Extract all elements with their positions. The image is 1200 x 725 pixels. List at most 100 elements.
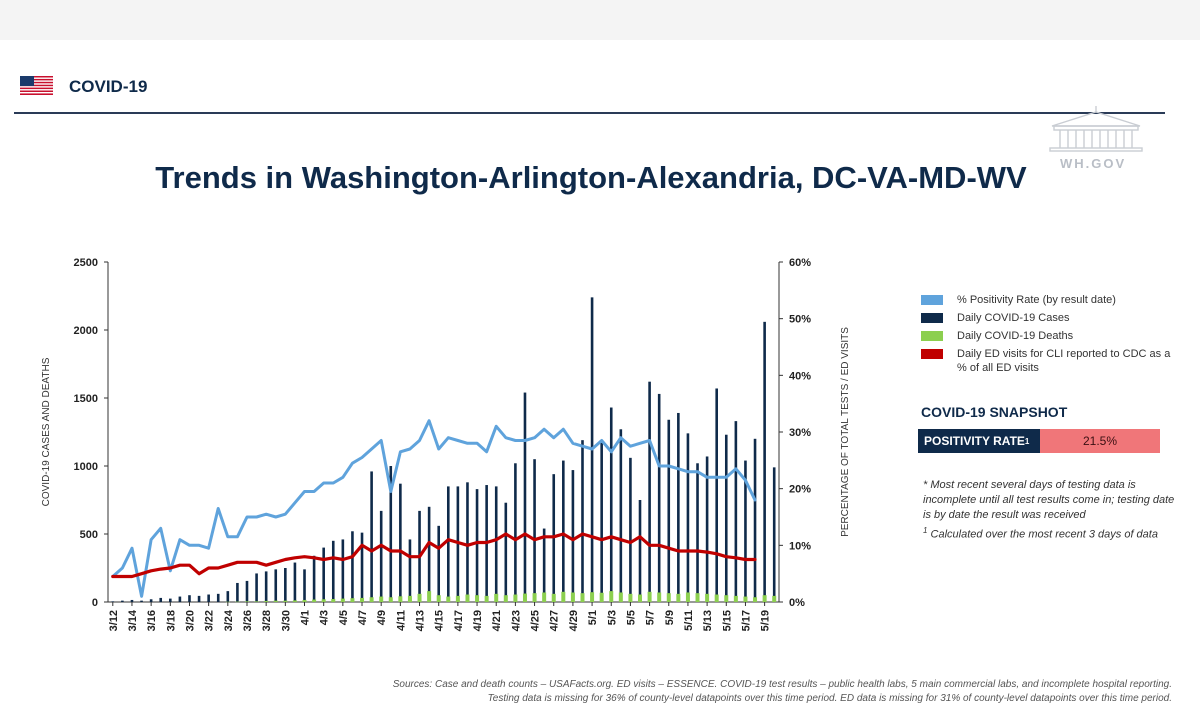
case-bar bbox=[542, 528, 546, 602]
legend-item-ed-visits: Daily ED visits for CLI reported to CDC … bbox=[921, 347, 1181, 375]
case-bar bbox=[360, 532, 364, 602]
case-bar bbox=[207, 594, 210, 602]
x-tick-label: 4/15 bbox=[434, 610, 446, 631]
death-bar bbox=[542, 592, 547, 602]
x-tick-label: 3/14 bbox=[127, 609, 139, 631]
death-bar bbox=[609, 591, 614, 602]
left-tick-label: 2500 bbox=[74, 257, 98, 269]
right-tick-label: 30% bbox=[789, 427, 811, 439]
death-bar bbox=[657, 592, 662, 602]
case-bar bbox=[140, 600, 143, 602]
death-bar bbox=[340, 598, 345, 602]
page-title: Trends in Washington-Arlington-Alexandri… bbox=[155, 160, 1027, 195]
death-bar bbox=[360, 597, 365, 602]
death-bar bbox=[618, 592, 623, 602]
case-bar bbox=[130, 599, 134, 602]
death-bar bbox=[551, 593, 556, 602]
case-bar bbox=[648, 381, 651, 602]
case-bar bbox=[772, 467, 776, 602]
snapshot-title: COVID-19 SNAPSHOT bbox=[921, 404, 1068, 420]
death-bar bbox=[753, 597, 758, 602]
note-calculation: 1 Calculated over the most recent 3 days… bbox=[923, 523, 1183, 543]
x-tick-label: 4/7 bbox=[357, 610, 369, 625]
case-bar bbox=[571, 470, 575, 602]
death-bar bbox=[724, 595, 729, 602]
case-bar bbox=[629, 457, 632, 602]
death-bar bbox=[369, 597, 374, 602]
case-bar bbox=[437, 525, 441, 602]
case-bar bbox=[466, 482, 469, 602]
case-bar bbox=[331, 540, 335, 602]
us-flag-icon bbox=[20, 76, 53, 95]
case-bar bbox=[264, 571, 268, 602]
case-bar bbox=[399, 483, 402, 602]
case-bar bbox=[370, 471, 373, 602]
site-label: WH.GOV bbox=[1060, 156, 1127, 171]
case-bar bbox=[389, 466, 393, 602]
case-bar bbox=[677, 412, 680, 602]
death-bar bbox=[283, 600, 288, 602]
death-bar bbox=[264, 600, 269, 602]
death-bar bbox=[628, 593, 633, 602]
x-tick-label: 3/22 bbox=[204, 610, 216, 631]
death-bar bbox=[225, 601, 230, 603]
case-bar bbox=[169, 598, 172, 602]
sources-line-1: Sources: Case and death counts – USAFact… bbox=[392, 679, 1172, 690]
x-tick-label: 5/3 bbox=[606, 610, 618, 625]
case-bar bbox=[427, 506, 431, 602]
death-bar bbox=[312, 599, 317, 602]
left-tick-label: 0 bbox=[92, 597, 98, 609]
death-bar bbox=[484, 595, 489, 602]
case-bar bbox=[121, 600, 124, 602]
death-bar bbox=[733, 595, 738, 602]
x-tick-label: 4/1 bbox=[300, 610, 312, 625]
death-bar bbox=[570, 592, 575, 602]
death-bar bbox=[321, 599, 326, 602]
legend-label-positivity: % Positivity Rate (by result date) bbox=[957, 294, 1116, 306]
death-bar bbox=[522, 593, 527, 602]
death-bar bbox=[561, 591, 566, 602]
x-tick-label: 4/27 bbox=[549, 610, 561, 631]
case-bar bbox=[284, 568, 287, 602]
sources-line-2: Testing data is missing for 36% of count… bbox=[487, 693, 1172, 704]
header-divider bbox=[14, 112, 1165, 114]
death-bar bbox=[638, 594, 643, 602]
death-bar bbox=[244, 601, 249, 602]
left-tick-label: 500 bbox=[80, 529, 98, 541]
death-bar bbox=[417, 593, 422, 602]
case-bar bbox=[446, 486, 450, 602]
legend-item-positivity: % Positivity Rate (by result date) bbox=[921, 293, 1181, 307]
case-bar bbox=[456, 486, 460, 602]
case-bar bbox=[705, 456, 709, 602]
note-incomplete-data: * Most recent several days of testing da… bbox=[923, 479, 1175, 521]
legend-item-deaths: Daily COVID-19 Deaths bbox=[921, 329, 1181, 343]
case-bar bbox=[255, 573, 258, 602]
death-bar bbox=[331, 599, 336, 602]
right-tick-label: 10% bbox=[789, 540, 811, 552]
death-bar bbox=[302, 599, 307, 602]
death-bar bbox=[407, 595, 412, 602]
death-bar bbox=[292, 600, 297, 602]
y2-axis-title: PERCENTAGE OF TOTAL TESTS / ED VISITS bbox=[840, 327, 851, 537]
death-bar bbox=[503, 595, 508, 602]
death-bar bbox=[254, 601, 259, 602]
case-bar bbox=[686, 433, 690, 602]
x-tick-label: 4/23 bbox=[510, 610, 522, 631]
case-bar bbox=[178, 596, 182, 602]
x-tick-label: 3/16 bbox=[146, 610, 158, 631]
chart-notes: * Most recent several days of testing da… bbox=[923, 478, 1183, 543]
case-bar bbox=[494, 486, 498, 602]
positivity-rate-line bbox=[111, 419, 757, 598]
x-tick-label: 4/9 bbox=[376, 610, 388, 625]
case-bar bbox=[724, 434, 728, 602]
x-tick-label: 5/9 bbox=[664, 610, 676, 625]
case-bar bbox=[159, 597, 163, 602]
legend-swatch-deaths bbox=[921, 331, 943, 341]
x-tick-label: 4/3 bbox=[319, 610, 331, 625]
death-bar bbox=[465, 594, 470, 602]
case-bar bbox=[715, 388, 718, 602]
x-tick-label: 5/17 bbox=[740, 610, 752, 631]
death-bar bbox=[666, 593, 671, 602]
death-bar bbox=[580, 593, 585, 602]
death-bar bbox=[599, 592, 604, 602]
